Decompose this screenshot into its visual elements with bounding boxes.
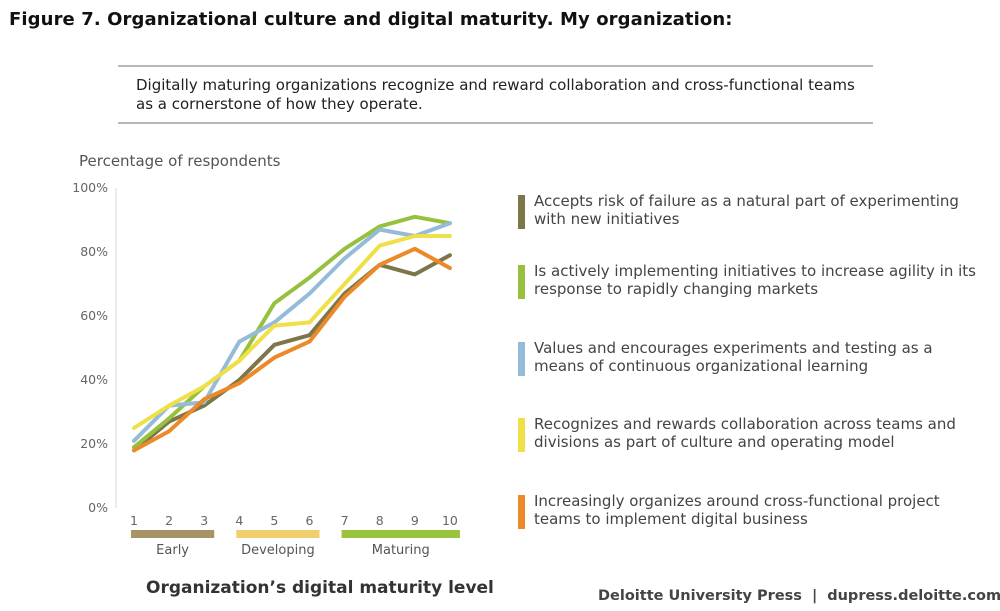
group-label: Early: [156, 543, 189, 558]
series-lines: [132, 214, 452, 453]
legend-swatch: [518, 195, 525, 229]
source-publisher: Deloitte University Press: [598, 588, 802, 604]
y-tick-label: 60%: [80, 308, 108, 323]
series-line-2: [132, 214, 452, 450]
callout-box: Digitally maturing organizations recogni…: [118, 65, 873, 124]
group-bar-maturing: [341, 530, 460, 538]
x-axis-ticks: 1 2 3 4 5 6 7 8 9 10: [130, 513, 458, 528]
group-label: Developing: [241, 543, 315, 558]
legend-swatch: [518, 495, 525, 529]
x-tick-label: 2: [165, 513, 173, 528]
y-tick-label: 0%: [88, 500, 108, 515]
series-line-4: [132, 234, 452, 430]
figure-title: Figure 7. Organizational culture and dig…: [9, 9, 733, 30]
source-separator: |: [811, 588, 818, 604]
callout-text: Digitally maturing organizations recogni…: [136, 76, 855, 113]
x-axis-label: Organization’s digital maturity level: [146, 578, 494, 598]
source-footer: Deloitte University Press | dupress.deloit…: [598, 588, 1000, 604]
series-line-5: [132, 246, 452, 453]
x-tick-label: 9: [411, 513, 419, 528]
x-tick-label: 6: [306, 513, 314, 528]
maturity-group-bars: Early Developing Maturing: [131, 530, 460, 558]
x-tick-label: 8: [376, 513, 384, 528]
x-tick-label: 10: [442, 513, 458, 528]
legend-label: Is actively implementing initiatives to …: [534, 262, 976, 298]
x-tick-label: 7: [341, 513, 349, 528]
y-tick-label: 40%: [80, 372, 108, 387]
legend-label: Values and encourages experiments and te…: [534, 339, 933, 375]
legend-swatch: [518, 418, 525, 452]
series-line-3: [132, 221, 452, 443]
x-tick-label: 3: [200, 513, 208, 528]
legend-swatch: [518, 265, 525, 299]
group-label: Maturing: [372, 543, 430, 558]
group-bar-developing: [236, 530, 320, 538]
y-axis-ticks: 0% 20% 40% 60% 80% 100%: [72, 180, 108, 515]
y-tick-label: 20%: [80, 436, 108, 451]
legend-label: Recognizes and rewards collaboration acr…: [534, 415, 956, 451]
x-tick-label: 1: [130, 513, 138, 528]
legend-swatch: [518, 342, 525, 376]
x-tick-label: 5: [270, 513, 278, 528]
group-bar-early: [131, 530, 215, 538]
legend-label: Accepts risk of failure as a natural par…: [534, 192, 959, 228]
legend-label: Increasingly organizes around cross-func…: [534, 492, 940, 528]
y-tick-label: 80%: [80, 244, 108, 259]
source-url[interactable]: dupress.deloitte.com: [827, 588, 1000, 604]
y-tick-label: 100%: [72, 180, 108, 195]
x-tick-label: 4: [235, 513, 243, 528]
y-axis-label: Percentage of respondents: [79, 152, 281, 170]
